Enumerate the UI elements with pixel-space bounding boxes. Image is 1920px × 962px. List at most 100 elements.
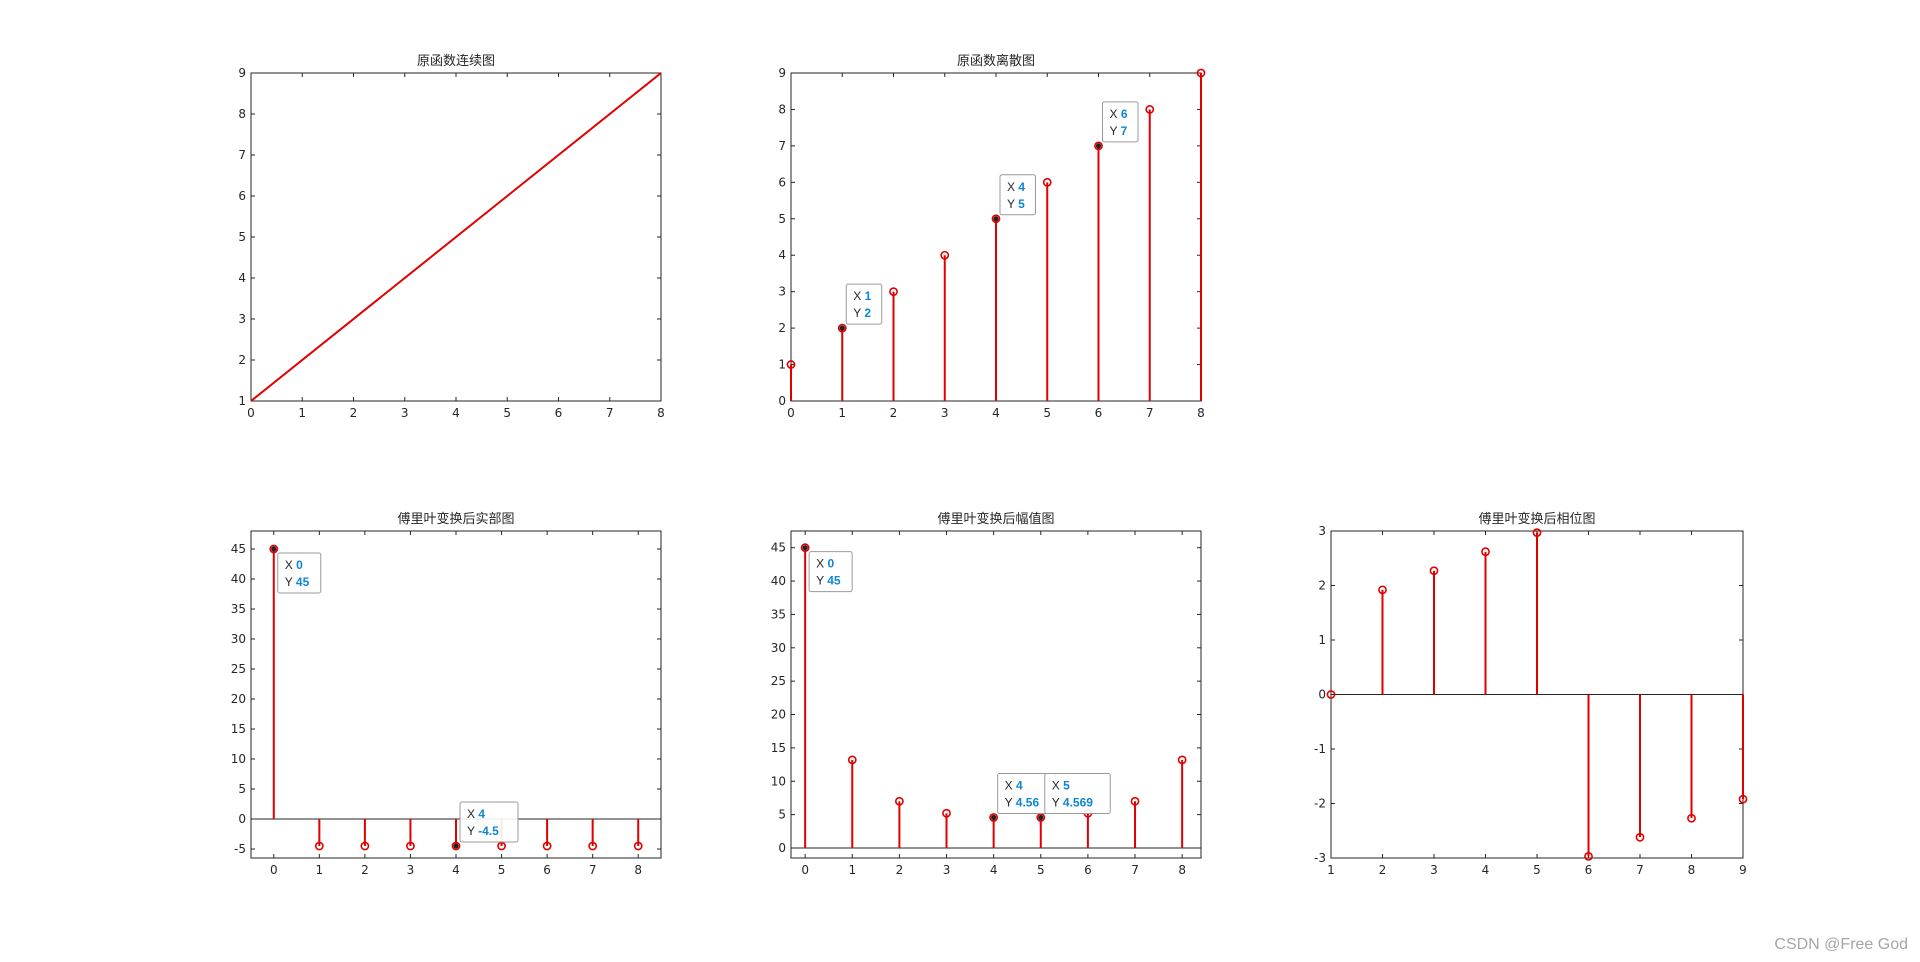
datatip-x-value: 0: [827, 557, 834, 571]
datatip-x-value: 4: [478, 807, 485, 821]
y-tick-label: 1: [778, 358, 786, 372]
datatip: X 5 Y 4.569: [1044, 772, 1111, 814]
y-tick-label: 1: [238, 394, 246, 408]
stem-marker: [837, 323, 847, 333]
datatip-point: [1038, 814, 1044, 821]
datatip-y-value: 4.569: [1063, 795, 1093, 809]
y-tick-label: 0: [238, 812, 246, 826]
datatip-box: [808, 551, 853, 593]
datatip-x-value: 6: [1121, 107, 1128, 121]
datatip-x-text: X 5: [1052, 778, 1070, 792]
datatip-y-text: Y 45: [816, 574, 841, 588]
stem-marker: [1532, 528, 1542, 538]
x-tick-label: 2: [890, 406, 898, 420]
y-tick-label: 2: [1318, 579, 1326, 593]
datatip-x-text: X 6: [1110, 107, 1128, 121]
y-tick-label: 25: [231, 662, 246, 676]
y-tick-label: 4: [778, 248, 786, 262]
x-tick-label: 3: [943, 863, 951, 877]
datatip-x-text: X 1: [853, 289, 871, 303]
x-tick-label: 5: [1533, 863, 1541, 877]
x-tick-label: 0: [801, 863, 809, 877]
chart-5: 傅里叶变换后相位图 1 2 3 4 5 6 7 8 9 -3 -2 -1 0 1 2 3: [1314, 511, 1748, 877]
stem-marker: [269, 544, 279, 554]
x-tick-label: 5: [1037, 863, 1045, 877]
y-tick-label: 45: [231, 542, 246, 556]
stem-marker: [633, 841, 643, 851]
chart-title: 原函数离散图: [957, 53, 1035, 69]
x-tick-label: 4: [990, 863, 998, 877]
datatip-box: [1102, 101, 1139, 143]
stem-marker: [940, 250, 950, 260]
datatip-x-value: 1: [865, 289, 872, 303]
stem-marker: [1326, 690, 1336, 699]
y-tick-label: 7: [238, 148, 246, 162]
stem-marker: [1042, 177, 1052, 187]
datatip-x-text: X 4: [1007, 180, 1025, 194]
x-tick-label: 8: [1197, 406, 1205, 420]
y-tick-label: 10: [231, 752, 246, 766]
datatip-y-value: 2: [864, 306, 871, 320]
y-tick-label: 2: [778, 321, 786, 335]
x-tick-label: 7: [1131, 863, 1139, 877]
x-tick-label: 6: [555, 406, 563, 420]
y-tick-label: -5: [234, 842, 246, 856]
datatip-y-text: Y 2: [853, 306, 871, 320]
stem-marker: [1177, 755, 1187, 765]
datatip-point: [271, 546, 277, 552]
y-tick-label: 25: [771, 674, 786, 688]
x-tick-label: 0: [787, 406, 795, 420]
x-tick-label: 1: [838, 406, 846, 420]
stem-marker: [360, 841, 370, 851]
stem-marker: [800, 543, 810, 553]
datatip-x-text: X 4: [1005, 778, 1023, 792]
y-tick-label: 15: [771, 741, 786, 755]
y-tick-label: 45: [771, 541, 786, 555]
x-tick-label: 6: [1095, 406, 1103, 420]
y-tick-label: -1: [1314, 742, 1326, 756]
datatip-point: [991, 814, 997, 821]
x-tick-label: 7: [1636, 863, 1644, 877]
datatip-y-text: Y 4.569: [1052, 795, 1093, 809]
stem-marker: [1130, 796, 1140, 806]
datatip-x-value: 0: [296, 558, 303, 572]
x-tick-label: 6: [543, 863, 551, 877]
datatip-y-value: 7: [1121, 124, 1128, 138]
x-tick-label: 4: [452, 863, 460, 877]
datatip-y-value: -4.5: [478, 824, 499, 838]
datatip-point: [1095, 143, 1102, 149]
datatip-point: [453, 843, 459, 849]
datatip-y-value: 45: [296, 575, 310, 589]
y-tick-label: 35: [231, 602, 246, 616]
datatip: X 4 Y 4.56: [997, 772, 1057, 814]
datatip-x-text: X 0: [285, 558, 303, 572]
x-tick-label: 1: [1327, 863, 1335, 877]
stem-marker: [1429, 566, 1439, 576]
x-tick-label: 7: [589, 863, 597, 877]
stem-marker: [1738, 794, 1748, 804]
stem-marker: [1196, 68, 1206, 78]
y-tick-label: 0: [1318, 688, 1326, 702]
y-tick-label: 8: [238, 107, 246, 121]
x-tick-label: 6: [1084, 863, 1092, 877]
y-tick-label: 15: [231, 722, 246, 736]
x-tick-label: 5: [503, 406, 511, 420]
stem-marker: [542, 841, 552, 851]
datatip-y-text: Y 4.56: [1005, 795, 1040, 809]
x-tick-label: 1: [298, 406, 306, 420]
x-tick-label: 2: [350, 406, 358, 420]
datatip-point: [993, 216, 999, 222]
x-tick-label: 3: [941, 406, 949, 420]
y-tick-label: -2: [1314, 797, 1326, 811]
chart-title: 傅里叶变换后相位图: [1478, 511, 1595, 527]
stem-marker: [989, 813, 999, 822]
y-tick-label: 5: [238, 782, 246, 796]
y-tick-label: 6: [238, 189, 246, 203]
x-tick-label: 6: [1585, 863, 1593, 877]
stem-marker: [1584, 851, 1593, 861]
stem-marker: [1635, 832, 1645, 842]
x-tick-label: 0: [247, 406, 255, 420]
x-tick-label: 2: [1379, 863, 1387, 877]
